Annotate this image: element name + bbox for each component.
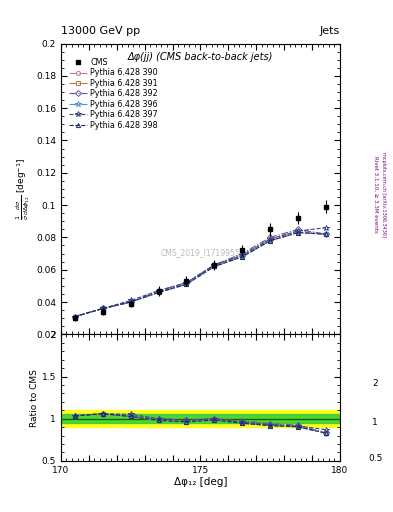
Line: Pythia 6.428 398: Pythia 6.428 398 xyxy=(73,230,328,318)
Pythia 6.428 390 xyxy=(156,289,161,295)
Y-axis label: $\frac{1}{\bar{\sigma}}\frac{d\sigma}{d\Delta\phi_{12}}$ [deg$^{-1}$]: $\frac{1}{\bar{\sigma}}\frac{d\sigma}{d\… xyxy=(15,158,32,220)
Pythia 6.428 390 xyxy=(268,236,273,242)
Pythia 6.428 398 xyxy=(240,254,245,260)
Legend: CMS, Pythia 6.428 390, Pythia 6.428 391, Pythia 6.428 392, Pythia 6.428 396, Pyt: CMS, Pythia 6.428 390, Pythia 6.428 391,… xyxy=(68,56,160,131)
Text: Jets: Jets xyxy=(320,26,340,36)
Pythia 6.428 396 xyxy=(296,229,301,236)
Line: Pythia 6.428 391: Pythia 6.428 391 xyxy=(73,230,328,318)
Pythia 6.428 390 xyxy=(129,299,133,305)
Pythia 6.428 396 xyxy=(212,263,217,269)
Bar xyxy=(61,414,340,423)
Pythia 6.428 391 xyxy=(156,289,161,295)
Line: Pythia 6.428 397: Pythia 6.428 397 xyxy=(72,225,329,319)
Pythia 6.428 396 xyxy=(240,254,245,260)
Pythia 6.428 390 xyxy=(212,262,217,268)
Pythia 6.428 392 xyxy=(268,234,273,241)
Pythia 6.428 397 xyxy=(73,313,77,319)
Text: CMS_2019_I1719955: CMS_2019_I1719955 xyxy=(161,248,240,258)
Pythia 6.428 397 xyxy=(212,262,217,268)
Pythia 6.428 391 xyxy=(324,231,329,237)
Pythia 6.428 397 xyxy=(296,228,301,234)
Pythia 6.428 390 xyxy=(184,281,189,287)
Text: mcplots.cern.ch [arXiv:1306.3436]: mcplots.cern.ch [arXiv:1306.3436] xyxy=(381,152,386,237)
Pythia 6.428 397 xyxy=(101,306,105,312)
Pythia 6.428 390 xyxy=(101,306,105,312)
Y-axis label: Ratio to CMS: Ratio to CMS xyxy=(30,369,39,426)
Pythia 6.428 390 xyxy=(324,231,329,237)
Pythia 6.428 398 xyxy=(296,229,301,236)
Pythia 6.428 398 xyxy=(101,306,105,312)
Pythia 6.428 396 xyxy=(73,313,77,319)
Pythia 6.428 391 xyxy=(101,306,105,312)
Pythia 6.428 396 xyxy=(324,231,329,237)
Pythia 6.428 398 xyxy=(156,289,161,295)
Pythia 6.428 391 xyxy=(212,262,217,268)
Pythia 6.428 397 xyxy=(184,280,189,286)
Pythia 6.428 398 xyxy=(212,263,217,269)
Pythia 6.428 397 xyxy=(240,252,245,258)
Text: 0.5: 0.5 xyxy=(368,454,382,463)
Pythia 6.428 391 xyxy=(240,254,245,260)
Pythia 6.428 398 xyxy=(73,313,77,319)
Pythia 6.428 397 xyxy=(156,288,161,294)
Pythia 6.428 392 xyxy=(129,299,133,305)
Pythia 6.428 391 xyxy=(296,229,301,236)
Pythia 6.428 396 xyxy=(156,289,161,295)
Pythia 6.428 398 xyxy=(268,238,273,244)
Pythia 6.428 390 xyxy=(73,313,77,319)
Pythia 6.428 396 xyxy=(101,306,105,312)
Pythia 6.428 396 xyxy=(184,281,189,287)
Pythia 6.428 392 xyxy=(156,288,161,294)
X-axis label: Δφ₁₂ [deg]: Δφ₁₂ [deg] xyxy=(174,477,227,487)
Pythia 6.428 397 xyxy=(324,225,329,231)
Line: Pythia 6.428 390: Pythia 6.428 390 xyxy=(73,229,328,318)
Pythia 6.428 398 xyxy=(184,281,189,287)
Pythia 6.428 390 xyxy=(296,228,301,234)
Pythia 6.428 392 xyxy=(73,313,77,319)
Pythia 6.428 392 xyxy=(184,280,189,286)
Pythia 6.428 391 xyxy=(73,313,77,319)
Pythia 6.428 398 xyxy=(129,299,133,305)
Pythia 6.428 396 xyxy=(268,238,273,244)
Pythia 6.428 392 xyxy=(324,231,329,237)
Pythia 6.428 398 xyxy=(324,231,329,237)
Pythia 6.428 391 xyxy=(268,238,273,244)
Pythia 6.428 396 xyxy=(129,299,133,305)
Text: Rivet 3.1.10, ≥ 3.3M events: Rivet 3.1.10, ≥ 3.3M events xyxy=(373,156,378,233)
Line: Pythia 6.428 392: Pythia 6.428 392 xyxy=(73,227,328,318)
Pythia 6.428 397 xyxy=(268,236,273,242)
Pythia 6.428 390 xyxy=(240,252,245,258)
Pythia 6.428 392 xyxy=(240,250,245,257)
Text: 1: 1 xyxy=(373,418,378,427)
Text: Δφ(jj) (CMS back-to-back jets): Δφ(jj) (CMS back-to-back jets) xyxy=(128,52,273,62)
Bar xyxy=(61,410,340,427)
Pythia 6.428 391 xyxy=(129,299,133,305)
Pythia 6.428 397 xyxy=(129,297,133,304)
Pythia 6.428 392 xyxy=(101,306,105,312)
Pythia 6.428 392 xyxy=(212,262,217,268)
Pythia 6.428 391 xyxy=(184,281,189,287)
Line: Pythia 6.428 396: Pythia 6.428 396 xyxy=(72,230,329,319)
Text: 13000 GeV pp: 13000 GeV pp xyxy=(61,26,140,36)
Text: 2: 2 xyxy=(373,379,378,389)
Pythia 6.428 392 xyxy=(296,226,301,232)
